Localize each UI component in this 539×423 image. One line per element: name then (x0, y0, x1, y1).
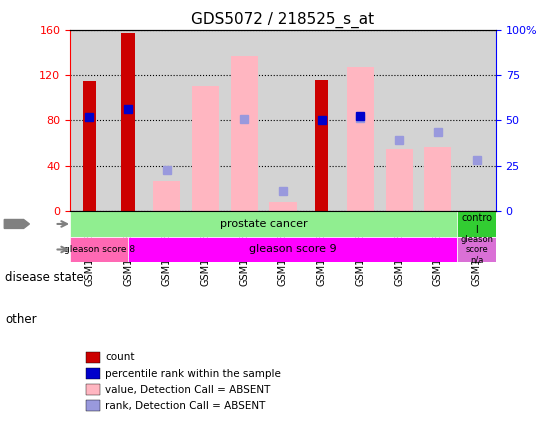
Bar (315, 80, 328, 211)
Bar (424, 146, 451, 211)
Bar (457, 211, 496, 237)
Text: rank, Detection Call = ABSENT: rank, Detection Call = ABSENT (105, 401, 266, 411)
Bar (302, 30, 341, 211)
Bar (380, 30, 418, 211)
Bar (82, 81, 96, 211)
Bar (225, 30, 264, 211)
Bar (457, 30, 496, 211)
Text: other: other (5, 313, 37, 326)
Text: gleason
score
n/a: gleason score n/a (460, 235, 493, 264)
Text: contro
l: contro l (461, 213, 492, 235)
Text: gleason score 8: gleason score 8 (64, 245, 135, 254)
Bar (341, 30, 380, 211)
Bar (457, 237, 496, 262)
Bar (70, 30, 109, 211)
Text: value, Detection Call = ABSENT: value, Detection Call = ABSENT (105, 385, 271, 395)
Bar (186, 30, 225, 211)
Bar (418, 30, 457, 211)
Bar (192, 86, 219, 211)
Bar (121, 33, 135, 211)
Bar (347, 67, 374, 211)
Bar (231, 56, 258, 211)
Text: count: count (105, 352, 135, 363)
Bar (148, 30, 186, 211)
Bar (70, 237, 128, 262)
Bar (385, 149, 413, 211)
Text: prostate cancer: prostate cancer (220, 219, 307, 229)
Text: disease state: disease state (5, 271, 84, 283)
Bar (270, 202, 296, 211)
Bar (109, 30, 148, 211)
FancyArrow shape (4, 220, 30, 228)
Bar (264, 30, 302, 211)
Title: GDS5072 / 218525_s_at: GDS5072 / 218525_s_at (191, 12, 375, 28)
Bar (153, 181, 181, 211)
Text: gleason score 9: gleason score 9 (249, 244, 336, 255)
Bar (128, 237, 457, 262)
Text: percentile rank within the sample: percentile rank within the sample (105, 368, 281, 379)
